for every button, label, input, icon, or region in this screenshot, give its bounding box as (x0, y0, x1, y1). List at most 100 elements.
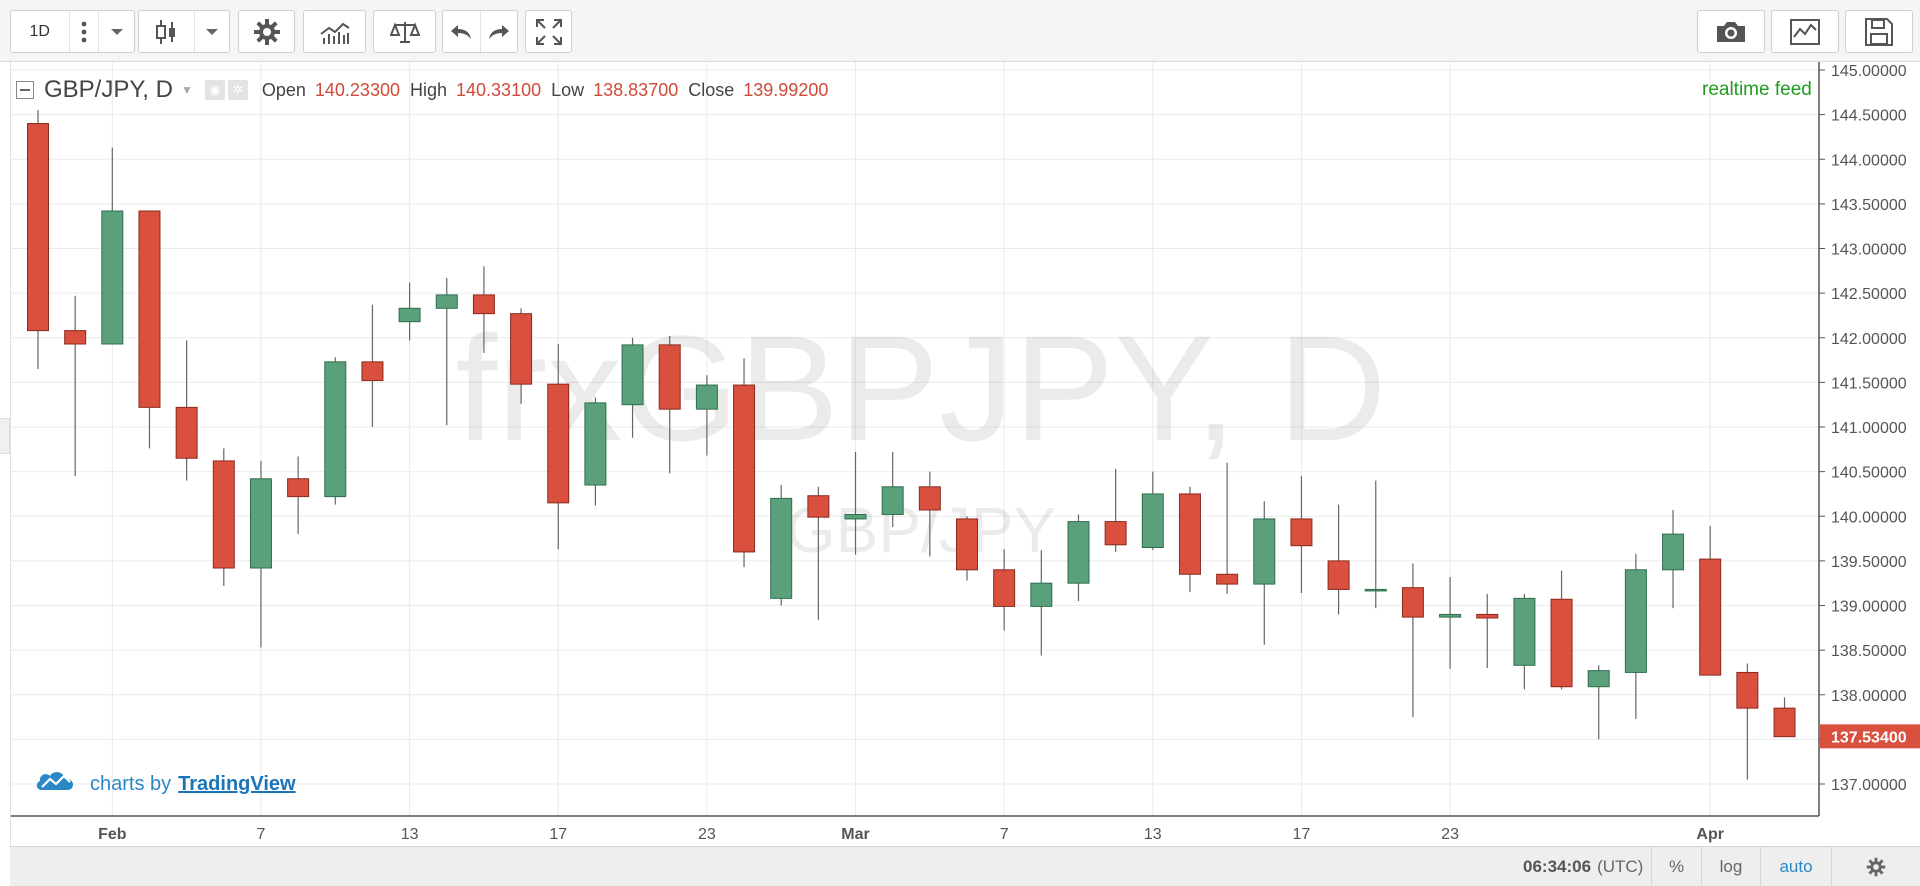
candle-down (510, 308, 533, 404)
y-tick-label: 143.00000 (1831, 242, 1907, 259)
candle-up (584, 397, 607, 506)
candle-body (807, 495, 830, 518)
settings-group (238, 10, 295, 53)
clock-time: 06:34:06 (1523, 857, 1592, 876)
candle-down (27, 110, 49, 369)
percent-label: % (1668, 857, 1685, 876)
candle-body (993, 569, 1016, 607)
tradingview-link[interactable]: TradingView (178, 772, 296, 795)
x-tick-label: 13 (1144, 826, 1162, 843)
candle-up (770, 485, 793, 606)
tradingview-cloud-icon (34, 770, 76, 798)
candle-up (324, 357, 347, 505)
interval-label: 1D (29, 22, 50, 40)
top-toolbar: 1D (0, 0, 1920, 62)
high-value: 140.33100 (456, 79, 542, 100)
log-scale-toggle[interactable]: log (1701, 847, 1760, 886)
interval-button[interactable]: 1D (11, 11, 69, 52)
candlestick-icon[interactable] (139, 11, 194, 52)
chevron-down-icon[interactable]: ▼ (180, 83, 193, 97)
low-label: Low (551, 79, 585, 100)
candle-down (1290, 476, 1313, 594)
candle-body (287, 478, 310, 498)
y-tick-label: 138.50000 (1831, 643, 1907, 660)
y-tick-label: 140.50000 (1831, 465, 1907, 482)
eye-icon[interactable]: ◉ (204, 80, 225, 100)
candle-body (695, 384, 718, 410)
open-label: Open (261, 79, 306, 100)
x-tick-label: 7 (1000, 826, 1009, 843)
candle-body (1290, 518, 1313, 547)
candle-body (1030, 582, 1053, 607)
chevron-down-icon[interactable] (98, 11, 134, 52)
percent-scale-toggle[interactable]: % (1651, 847, 1701, 886)
candle-up (1513, 593, 1536, 690)
candlestick-chart[interactable]: frxGBPJPY, D GBP/JPY 137.00000137.500001… (11, 62, 1920, 846)
collapse-legend-button[interactable] (16, 81, 34, 99)
candle-body (1550, 598, 1573, 688)
scale-settings-button[interactable] (1831, 847, 1920, 886)
auto-scale-toggle[interactable]: auto (1760, 847, 1831, 886)
candles (27, 110, 1796, 780)
grid-lines (11, 62, 1819, 816)
y-tick-label: 142.50000 (1831, 286, 1907, 303)
last-price-tag: 137.53400 (1820, 724, 1920, 749)
candle-down (807, 486, 830, 620)
candle-down (733, 358, 756, 568)
candle-body (1327, 560, 1350, 590)
clock-timezone: (UTC) (1597, 857, 1644, 876)
gear-icon[interactable] (239, 11, 294, 52)
candle-body (1439, 613, 1462, 618)
side-panel-handle[interactable] (0, 418, 10, 454)
candle-up (1624, 553, 1647, 719)
candle-body (1364, 588, 1387, 592)
candle-down (1178, 486, 1201, 593)
y-tick-label: 145.00000 (1831, 63, 1907, 80)
candle-body (1067, 521, 1090, 584)
auto-label: auto (1779, 857, 1813, 876)
candle-down (1216, 462, 1239, 594)
chart-template-icon[interactable] (1772, 11, 1838, 52)
x-tick-label: 17 (549, 826, 567, 843)
chevron-down-icon[interactable] (193, 11, 229, 52)
candle-down (1104, 468, 1127, 552)
candle-up (249, 460, 272, 648)
more-vertical-icon[interactable] (68, 11, 99, 52)
chart-area[interactable]: frxGBPJPY, D GBP/JPY 137.00000137.500001… (10, 62, 1920, 846)
undo-icon[interactable] (443, 11, 480, 52)
y-tick-label: 138.00000 (1831, 688, 1907, 705)
compare-icon[interactable] (374, 11, 435, 52)
symbol-title[interactable]: GBP/JPY, D (44, 76, 173, 103)
legend-actions: ◉ ✲ (204, 80, 248, 100)
candle-up (621, 337, 644, 438)
candle-body (956, 518, 978, 571)
x-tick-label: Mar (841, 826, 869, 843)
fullscreen-icon[interactable] (526, 11, 571, 52)
candle-body (1513, 597, 1536, 666)
indicators-icon[interactable] (304, 11, 365, 52)
history-group (442, 10, 518, 53)
close-label: Close (688, 79, 735, 100)
candle-body (472, 294, 495, 315)
close-value: 139.99200 (743, 79, 829, 100)
bottom-bar: 06:34:06 (UTC) % log auto (10, 846, 1920, 886)
redo-icon[interactable] (479, 11, 517, 52)
log-label: log (1719, 857, 1743, 876)
gear-icon (1866, 857, 1886, 877)
x-tick-label: 23 (1441, 826, 1459, 843)
gear-icon[interactable]: ✲ (227, 80, 248, 100)
candle-body (435, 294, 458, 309)
candle-up (1364, 480, 1387, 609)
candle-up (435, 277, 458, 426)
candle-body (1587, 670, 1610, 688)
y-tick-label: 139.00000 (1831, 599, 1907, 616)
camera-icon[interactable] (1698, 11, 1764, 52)
axes: 137.00000137.50000138.00000138.50000139.… (11, 62, 1920, 843)
candle-up (1587, 665, 1610, 740)
candle-down (1476, 593, 1499, 668)
save-icon[interactable] (1846, 11, 1912, 52)
candle-body (138, 210, 161, 408)
candle-down (547, 343, 570, 550)
y-tick-label: 137.00000 (1831, 777, 1907, 794)
candle-body (510, 313, 533, 385)
